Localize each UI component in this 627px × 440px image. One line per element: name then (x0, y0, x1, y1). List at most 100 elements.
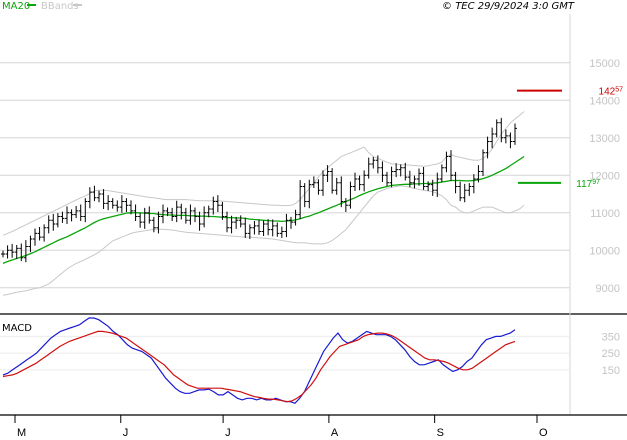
price-bar (37, 227, 42, 241)
price-bar (302, 183, 307, 208)
support-resistance-levels: 14257 11797 (517, 87, 623, 190)
price-bar (133, 204, 138, 221)
price-bar (366, 157, 371, 179)
price-bar (161, 204, 165, 224)
price-bar (298, 180, 303, 220)
price-bar (156, 211, 161, 234)
price-bar (481, 149, 485, 176)
price-bar (28, 235, 33, 253)
price-bar (206, 205, 211, 218)
price-tick-label: 13000 (589, 133, 620, 145)
price-tick-label: 14000 (589, 95, 620, 107)
price-bar (499, 117, 504, 143)
price-bar (252, 221, 257, 235)
price-bar (51, 213, 56, 231)
price-grid (0, 14, 627, 415)
price-tick-label: 9000 (596, 283, 620, 295)
macd-title: MACD (2, 323, 32, 334)
price-bar (234, 216, 239, 229)
price-bar (115, 200, 120, 212)
price-bar (357, 175, 362, 191)
price-bar (257, 219, 261, 235)
date-tick-label: J (225, 427, 231, 439)
price-bar (412, 175, 417, 189)
price-bar (389, 166, 394, 188)
price-tick-label: 11000 (590, 208, 620, 220)
support-label-small: 97 (592, 179, 600, 186)
price-bar (403, 162, 408, 181)
date-tick-label: M (17, 427, 26, 439)
price-bar (279, 226, 284, 238)
price-bar (316, 179, 321, 195)
price-bar (444, 151, 449, 173)
price-bar (261, 220, 266, 236)
price-bar (211, 196, 216, 215)
price-tick-label: 10000 (589, 245, 620, 257)
price-bar (74, 206, 79, 218)
price-bar (220, 201, 225, 220)
macd-line (2, 317, 516, 404)
price-bar (147, 206, 152, 224)
price-bar (92, 185, 97, 202)
price-bar (42, 224, 47, 242)
price-bar (174, 200, 179, 223)
bbands-legend-swatch (73, 4, 82, 6)
resistance-label: 14257 (599, 87, 624, 98)
price-bar (435, 172, 440, 197)
price-bar (275, 222, 280, 237)
price-bar (215, 195, 220, 212)
price-bar (289, 216, 293, 229)
price-bar (183, 207, 188, 224)
price-tick-label: 12000 (589, 170, 620, 182)
price-bar (170, 207, 175, 221)
price-bar (60, 211, 65, 223)
price-bar (46, 215, 51, 234)
price-bar (188, 204, 193, 225)
price-bar (65, 206, 69, 224)
price-bar (293, 209, 298, 226)
price-bar (106, 195, 111, 211)
price-bar (151, 216, 156, 233)
price-axis: 9000 10000 11000 12000 13000 14000 15000 (589, 58, 620, 295)
price-bars (1, 117, 517, 263)
price-bar (165, 207, 170, 217)
ma-legend-label: MA20 (2, 1, 30, 12)
bollinger-bands (2, 111, 525, 296)
price-bar (225, 211, 229, 233)
price-bar (311, 176, 316, 188)
price-bar (138, 213, 143, 228)
price-bar (243, 217, 248, 238)
price-bar (398, 164, 403, 177)
ma-legend-swatch (27, 4, 36, 6)
price-bar (124, 198, 129, 212)
price-bar (19, 243, 24, 262)
date-tick-label: J (123, 427, 129, 439)
price-bar (229, 215, 234, 234)
date-tick-label: O (539, 427, 548, 439)
date-tick-label: S (437, 427, 444, 439)
price-bar (197, 211, 202, 231)
macd-lines (2, 317, 516, 404)
price-bar (458, 181, 463, 202)
price-bar (101, 189, 106, 209)
macd-tick-label: 250 (602, 348, 620, 360)
price-bar (14, 245, 19, 259)
price-bar (202, 206, 207, 228)
price-bar (353, 172, 357, 191)
price-bar (343, 198, 348, 212)
price-bar (430, 179, 435, 196)
price-bar (119, 195, 124, 213)
macd-signal-line (2, 330, 516, 403)
price-bar (129, 200, 133, 215)
price-bar (439, 164, 444, 183)
price-bar (348, 181, 353, 209)
price-bar (10, 243, 15, 258)
price-bar (23, 240, 28, 263)
price-bar (453, 171, 458, 194)
price-bar (449, 150, 453, 181)
price-bar (110, 198, 115, 209)
price-bar (321, 170, 325, 196)
price-bar (494, 119, 499, 138)
